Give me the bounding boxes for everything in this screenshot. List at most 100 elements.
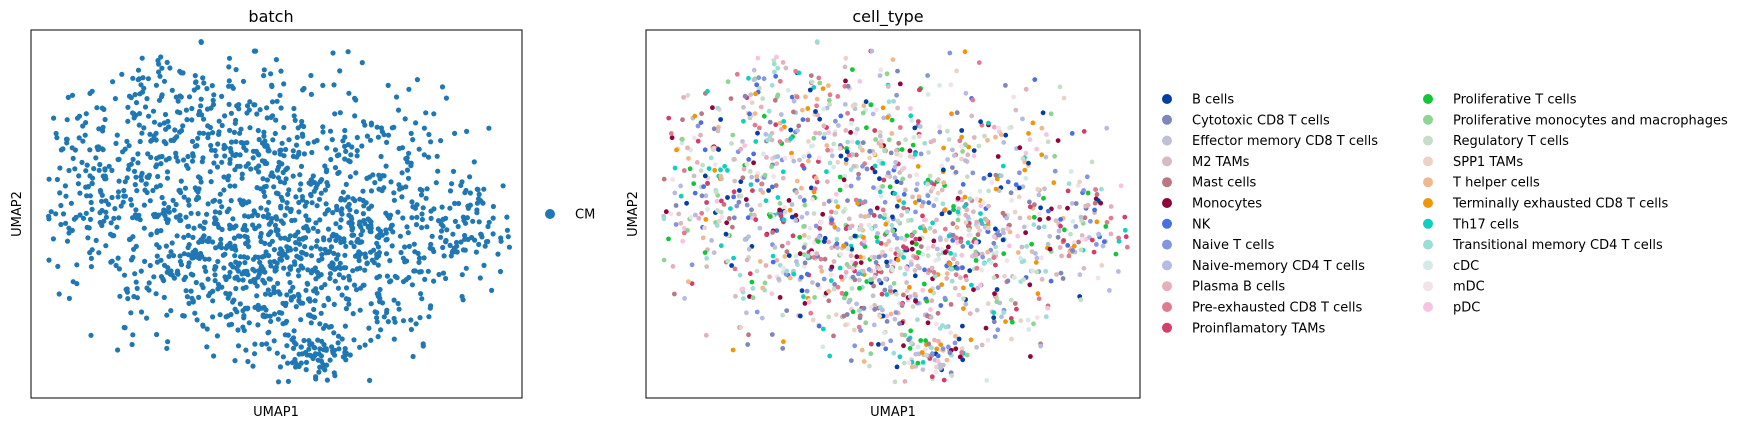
scatter-point [786,253,792,258]
scatter-point [452,130,458,136]
scatter-point [681,168,687,173]
scatter-point [718,173,724,179]
scatter-point [940,323,945,328]
scatter-point [745,342,751,347]
scatter-point [833,210,839,216]
scatter-point [1019,244,1025,250]
scatter-point [673,222,679,227]
scatter-point [286,137,292,143]
scatter-point [219,226,225,233]
scatter-point [895,257,901,263]
scatter-point [495,251,501,257]
scatter-point [854,301,859,307]
scatter-point [977,282,983,288]
scatter-point [135,160,141,166]
scatter-point [794,190,799,195]
scatter-point [377,286,383,293]
scatter-point [797,313,803,319]
scatter-point [261,67,267,73]
scatter-point [327,128,334,134]
scatter-point [438,138,444,144]
scatter-point [221,265,227,271]
scatter-point [411,241,417,247]
scatter-point [1022,167,1028,173]
scatter-point [955,217,961,223]
legend-marker [1423,94,1433,104]
scatter-point [733,293,738,299]
scatter-point [930,185,936,191]
scatter-point [871,283,876,289]
scatter-point [897,265,903,271]
scatter-point [959,134,965,140]
scatter-point [259,254,265,260]
scatter-point [761,151,766,157]
scatter-point [881,115,887,121]
scatter-point [811,254,816,260]
scatter-point [144,315,150,321]
scatter-point [920,287,926,293]
scatter-point [133,207,139,213]
scatter-point [378,327,384,333]
scatter-point [264,177,270,183]
scatter-point [702,225,707,231]
scatter-point [144,189,150,196]
scatter-point [929,265,935,271]
scatter-point [315,273,322,279]
scatter-point [224,243,230,249]
scatter-point [320,124,326,130]
scatter-point [277,179,283,185]
scatter-point [228,149,234,155]
scatter-point [357,344,363,350]
scatter-point [312,265,318,271]
scatter-point [757,202,763,208]
scatter-point [191,87,197,93]
scatter-point [749,207,754,213]
scatter-point [145,76,151,82]
scatter-point [669,135,675,141]
scatter-point [252,277,258,283]
scatter-point [144,285,150,291]
scatter-point [219,122,225,129]
scatter-point [368,301,374,307]
scatter-point [322,282,328,288]
scatter-point [949,278,955,284]
scatter-point [960,149,965,154]
scatter-point [867,155,872,161]
scatter-point [334,256,340,262]
scatter-point [872,128,878,133]
scatter-point [685,92,691,98]
scatter-point [346,277,353,283]
scatter-point [715,208,720,213]
scatter-point [771,58,777,63]
scatter-point [854,126,860,132]
scatter-point [1040,110,1046,116]
scatter-point [971,153,977,159]
scatter-point [672,291,677,297]
scatter-point [113,140,119,146]
scatter-point [767,133,773,139]
scatter-point [291,105,297,112]
legend-label: Terminally exhausted CD8 T cells [1452,197,1668,212]
scatter-point [252,210,258,216]
scatter-point [942,226,948,232]
scatter-point [334,153,340,159]
legend-label: Cytotoxic CD8 T cells [1192,113,1330,128]
scatter-point [374,319,380,325]
scatter-point [281,265,287,271]
scatter-point [190,153,196,159]
scatter-point [1037,217,1043,222]
scatter-point [882,148,887,154]
scatter-point [755,55,761,61]
scatter-point [148,232,154,238]
scatter-point [885,84,891,89]
scatter-point [962,194,968,200]
scatter-point [403,277,409,283]
scatter-point [993,262,998,268]
scatter-point [329,344,335,350]
scatter-point [806,299,812,305]
scatter-point [204,344,210,350]
scatter-point [210,314,216,320]
scatter-point [290,148,296,154]
scatter-point [820,86,826,91]
scatter-point [419,225,425,231]
